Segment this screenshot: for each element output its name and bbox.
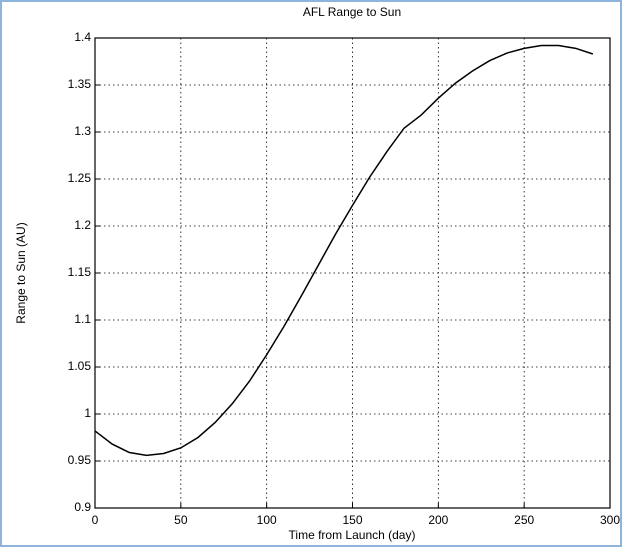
y-tick-label: 1: [84, 406, 91, 420]
x-axis-label: Time from Launch (day): [289, 528, 416, 542]
x-tick-label: 200: [428, 513, 448, 527]
y-tick-label: 1.35: [68, 77, 92, 91]
y-tick-label: 1.25: [68, 171, 92, 185]
y-tick-label: 0.95: [68, 453, 92, 467]
chart-title: AFL Range to Sun: [303, 5, 401, 19]
y-tick-label: 1.3: [74, 124, 91, 138]
plot-border: [94, 37, 611, 509]
y-axis-label: Range to Sun (AU): [14, 222, 28, 323]
y-tick-label: 1.2: [74, 218, 91, 232]
y-tick-label: 1.4: [74, 30, 91, 44]
x-tick-label: 300: [600, 513, 620, 527]
x-tick-label: 250: [514, 513, 534, 527]
x-tick-label: 50: [174, 513, 188, 527]
x-tick-label: 0: [92, 513, 99, 527]
line: [94, 44, 594, 457]
x-tick-label: 150: [342, 513, 362, 527]
y-tick-label: 0.9: [74, 500, 91, 514]
y-tick-label: 1.05: [68, 359, 92, 373]
x-tick-label: 100: [257, 513, 277, 527]
y-tick-label: 1.15: [68, 265, 92, 279]
y-tick-label: 1.1: [74, 312, 91, 326]
